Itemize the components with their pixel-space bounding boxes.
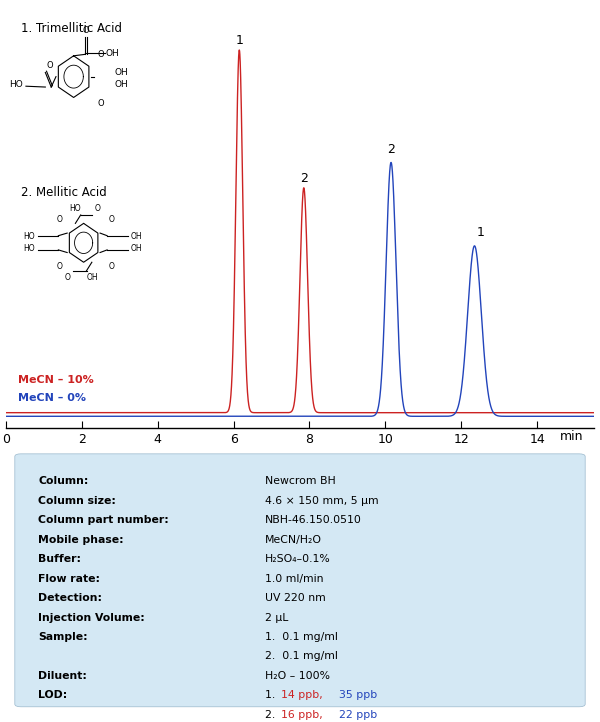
Text: Mobile phase:: Mobile phase: xyxy=(38,535,124,545)
Text: O: O xyxy=(65,273,71,282)
Text: Column size:: Column size: xyxy=(38,496,116,506)
Text: Column:: Column: xyxy=(38,477,89,487)
Text: 1.: 1. xyxy=(265,690,278,700)
Text: MeCN – 0%: MeCN – 0% xyxy=(18,393,86,403)
Text: O: O xyxy=(46,61,53,70)
Text: HO: HO xyxy=(9,80,23,90)
Text: H₂O – 100%: H₂O – 100% xyxy=(265,671,330,681)
Text: O: O xyxy=(109,262,114,271)
Text: Column part number:: Column part number: xyxy=(38,516,169,526)
Text: Diluent:: Diluent: xyxy=(38,671,87,681)
Text: OH: OH xyxy=(86,273,98,282)
Text: HO: HO xyxy=(69,204,80,213)
Text: LOD:: LOD: xyxy=(38,690,68,700)
Text: 1.0 ml/min: 1.0 ml/min xyxy=(265,574,323,583)
Text: Sample:: Sample: xyxy=(38,632,88,642)
Text: O: O xyxy=(94,204,100,213)
Text: 2 μL: 2 μL xyxy=(265,612,288,622)
Text: 2. Mellitic Acid: 2. Mellitic Acid xyxy=(21,186,106,199)
Text: Detection:: Detection: xyxy=(38,593,103,603)
Text: 1: 1 xyxy=(235,34,243,47)
Text: Injection Volume:: Injection Volume: xyxy=(38,612,145,622)
Text: 2: 2 xyxy=(300,172,308,185)
Text: Buffer:: Buffer: xyxy=(38,554,82,564)
Text: 4.6 × 150 mm, 5 μm: 4.6 × 150 mm, 5 μm xyxy=(265,496,379,506)
Text: O: O xyxy=(98,50,104,59)
Text: MeCN – 10%: MeCN – 10% xyxy=(18,375,94,385)
Text: H₂SO₄–0.1%: H₂SO₄–0.1% xyxy=(265,554,331,564)
Text: Newcrom BH: Newcrom BH xyxy=(265,477,335,487)
Text: 22 ppb: 22 ppb xyxy=(332,710,377,720)
Text: OH: OH xyxy=(106,49,120,58)
Text: HO: HO xyxy=(23,244,35,253)
Text: UV 220 nm: UV 220 nm xyxy=(265,593,325,603)
Text: O: O xyxy=(56,214,62,224)
Text: 2.  0.1 mg/ml: 2. 0.1 mg/ml xyxy=(265,651,338,661)
Text: MeCN/H₂O: MeCN/H₂O xyxy=(265,535,322,545)
Text: Flow rate:: Flow rate: xyxy=(38,574,100,583)
Text: min: min xyxy=(560,430,583,443)
Text: 16 ppb,: 16 ppb, xyxy=(281,710,323,720)
Text: OH: OH xyxy=(131,244,142,253)
Text: OH: OH xyxy=(115,68,128,77)
Text: 1. Trimellitic Acid: 1. Trimellitic Acid xyxy=(21,22,122,35)
Text: 1.  0.1 mg/ml: 1. 0.1 mg/ml xyxy=(265,632,338,642)
FancyBboxPatch shape xyxy=(15,454,585,707)
Text: O: O xyxy=(98,98,104,108)
Text: 14 ppb,: 14 ppb, xyxy=(281,690,323,700)
Text: NBH-46.150.0510: NBH-46.150.0510 xyxy=(265,516,362,526)
Text: 1: 1 xyxy=(476,226,484,239)
Text: 35 ppb: 35 ppb xyxy=(332,690,377,700)
Text: O: O xyxy=(56,262,62,271)
Text: OH: OH xyxy=(131,232,142,241)
Text: OH: OH xyxy=(115,79,128,89)
Text: HO: HO xyxy=(23,232,35,241)
Text: 2.: 2. xyxy=(265,710,278,720)
Text: O: O xyxy=(109,214,114,224)
Text: 2: 2 xyxy=(387,143,395,156)
Text: O: O xyxy=(83,27,89,35)
